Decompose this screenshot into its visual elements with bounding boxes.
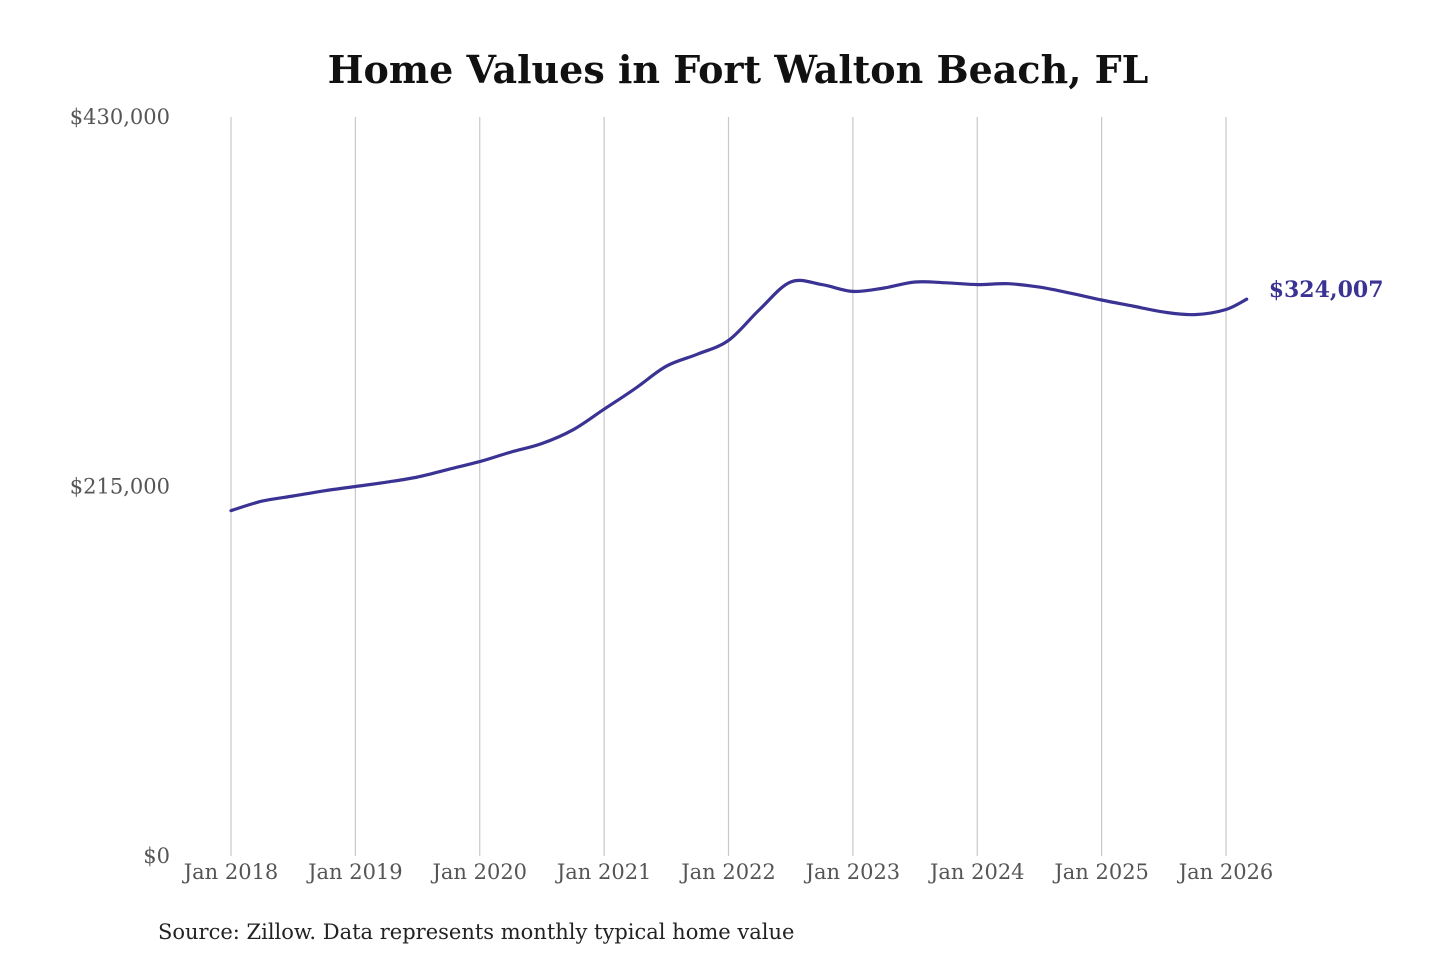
grid-lines bbox=[230, 117, 1227, 856]
x-tick-label-2026-01: Jan 2026 bbox=[1177, 860, 1274, 884]
x-tick-label-2025-01: Jan 2025 bbox=[1052, 860, 1149, 884]
x-tick-label-2022-01: Jan 2022 bbox=[679, 860, 776, 884]
y-tick-label-215000: $215,000 bbox=[70, 475, 170, 499]
x-tick-label-2020-01: Jan 2020 bbox=[430, 860, 527, 884]
y-axis-ticks: $0 $215,000 $430,000 bbox=[70, 105, 170, 868]
x-tick-label-2024-01: Jan 2024 bbox=[928, 860, 1025, 884]
series-line-home-value bbox=[229, 278, 1249, 513]
chart-title: Home Values in Fort Walton Beach, FL bbox=[328, 47, 1149, 92]
x-axis-ticks: Jan 2018 Jan 2019 Jan 2020 Jan 2021 Jan 2022… bbox=[182, 860, 1274, 884]
end-value-label: $324,007 bbox=[1269, 277, 1384, 303]
x-tick-label-2021-01: Jan 2021 bbox=[555, 860, 652, 884]
x-tick-label-2018-01: Jan 2018 bbox=[182, 860, 279, 884]
y-tick-label-430000: $430,000 bbox=[70, 105, 170, 129]
x-tick-label-2019-01: Jan 2019 bbox=[306, 860, 403, 884]
y-tick-label-0: $0 bbox=[143, 844, 170, 868]
source-note: Source: Zillow. Data represents monthly … bbox=[158, 920, 794, 944]
x-tick-label-2023-01: Jan 2023 bbox=[804, 860, 901, 884]
